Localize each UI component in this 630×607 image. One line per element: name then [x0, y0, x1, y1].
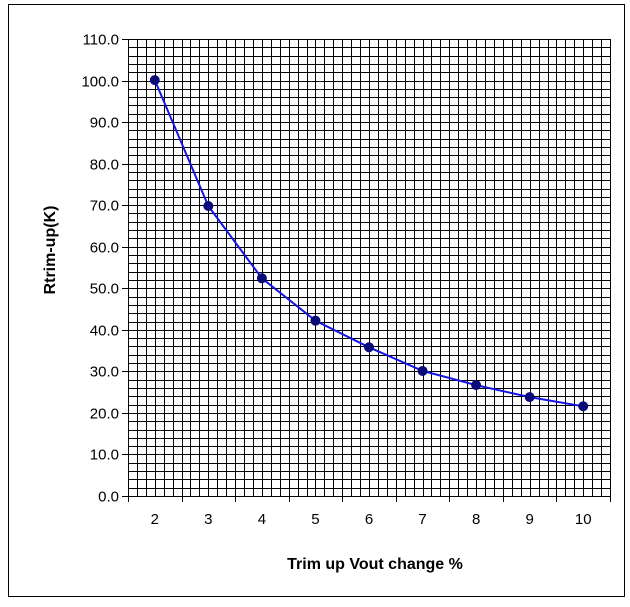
x-tick-label: 6 [365, 511, 373, 528]
data-point [578, 401, 589, 412]
y-tick-label: 20.0 [90, 406, 119, 423]
y-tick-label: 50.0 [90, 281, 119, 298]
data-point [364, 342, 374, 353]
y-tick-label: 10.0 [90, 447, 119, 464]
x-tick-label: 10 [575, 511, 592, 528]
gridlines [128, 39, 611, 496]
data-point [417, 365, 428, 376]
x-tick-label: 8 [472, 511, 480, 528]
y-tick-label: 0.0 [98, 489, 119, 506]
y-tick-label: 80.0 [90, 157, 119, 174]
data-point [310, 315, 321, 326]
axes [122, 39, 611, 502]
y-tick-label: 90.0 [90, 115, 119, 132]
series-layer [149, 75, 589, 412]
x-tick-label: 9 [525, 511, 533, 528]
tick-labels: 0.0 10.0 20.0 30.0 40.0 50.0 60.0 70.0 80.0 90.0 1… [81, 32, 591, 529]
data-point [149, 75, 160, 86]
x-tick-label: 3 [204, 511, 212, 528]
y-tick-label: 70.0 [90, 198, 119, 215]
x-tick-label: 7 [418, 511, 426, 528]
x-tick-label: 4 [258, 511, 266, 528]
y-tick-label: 30.0 [90, 364, 119, 381]
data-point [203, 201, 214, 212]
y-tick-label: 110.0 [83, 32, 119, 49]
data-point [471, 380, 482, 391]
y-axis-title: Rtrim-up(K) [42, 206, 59, 295]
data-point [256, 273, 267, 284]
x-tick-label: 5 [311, 511, 319, 528]
data-point [524, 392, 535, 403]
y-tick-label: 60.0 [90, 240, 119, 257]
chart-frame [8, 4, 625, 597]
x-tick-label: 2 [151, 511, 159, 528]
y-tick-label: 100.0 [81, 74, 119, 91]
x-axis-title: Trim up Vout change % [287, 556, 463, 573]
y-tick-label: 40.0 [90, 323, 119, 340]
